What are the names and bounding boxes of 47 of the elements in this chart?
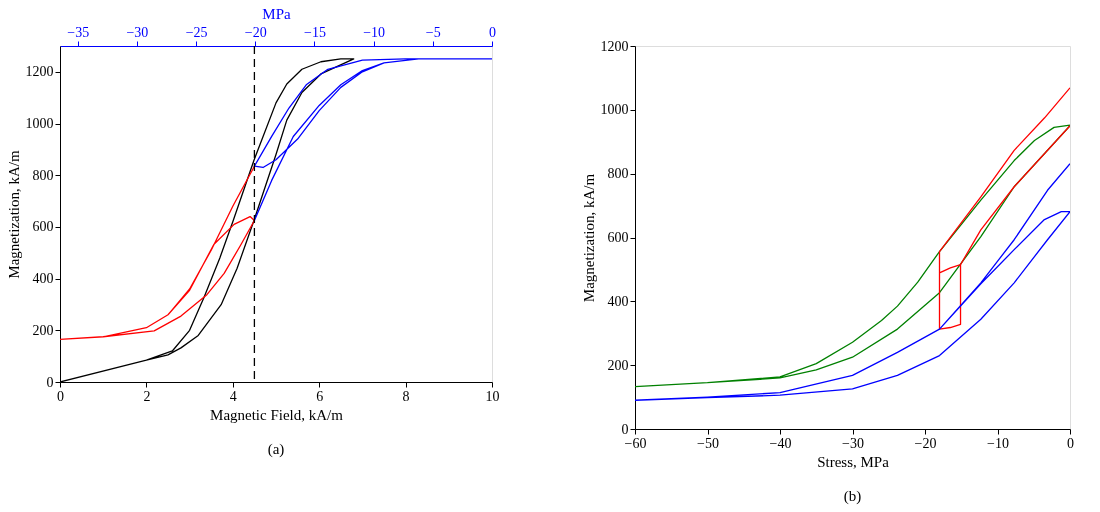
x2-tick-label: −25 — [185, 24, 208, 40]
line-series — [635, 163, 1070, 401]
x-axis-title: Magnetic Field, kA/m — [210, 406, 344, 423]
x-tick-label: 2 — [143, 388, 151, 404]
line-series — [938, 87, 1070, 330]
x-tick-label: −20 — [914, 435, 937, 451]
y-tick-label: 800 — [32, 167, 54, 183]
x-tick-label: 0 — [1067, 435, 1074, 451]
text: (a) — [267, 441, 285, 458]
x2-tick-label: −30 — [126, 24, 149, 40]
x-tick-label: 6 — [316, 388, 324, 404]
y-tick-label: 800 — [607, 166, 629, 182]
x-tick-label: 0 — [57, 388, 64, 404]
x-tick-label: −10 — [987, 435, 1009, 451]
x-tick-label: −30 — [842, 435, 864, 451]
y-tick-label: 600 — [32, 219, 54, 235]
y-tick-label: 1000 — [25, 116, 54, 132]
y-axis-title: Magnetization, kA/m — [5, 150, 22, 279]
x2-axis-title: MPa — [262, 5, 292, 22]
y-axis-title: Magnetization, kA/m — [580, 173, 597, 303]
x-tick-label: 4 — [229, 388, 237, 404]
y-tick-label: 0 — [46, 374, 54, 390]
y-tick-label: 1200 — [25, 64, 54, 80]
x-tick-label: −50 — [697, 435, 719, 451]
x-tick-label: 10 — [485, 388, 500, 404]
x-tick-label: 8 — [402, 388, 410, 404]
y-tick-label: 200 — [607, 357, 629, 373]
x2-tick-label: −20 — [244, 24, 267, 40]
x2-tick-label: 0 — [489, 24, 496, 40]
x2-tick-label: −15 — [304, 24, 326, 40]
line-series — [635, 124, 1070, 388]
y-tick-label: 0 — [621, 421, 629, 437]
x2-tick-label: −35 — [67, 24, 90, 40]
y-tick-label: 1000 — [600, 102, 629, 118]
y-tick-label: 600 — [607, 230, 629, 245]
x2-tick-label: −10 — [363, 24, 386, 40]
y-tick-label: 400 — [607, 293, 629, 309]
line-series — [253, 58, 492, 222]
x2-tick-label: −5 — [425, 24, 441, 40]
line-series — [60, 165, 256, 340]
x-tick-label: −60 — [624, 435, 647, 451]
x-tick-label: −40 — [769, 435, 792, 451]
y-tick-label: 1200 — [600, 38, 629, 54]
y-tick-label: 200 — [32, 322, 54, 338]
x-axis-title: Stress, MPa — [817, 453, 890, 470]
text: (b) — [843, 488, 862, 505]
y-tick-label: 400 — [32, 271, 54, 287]
